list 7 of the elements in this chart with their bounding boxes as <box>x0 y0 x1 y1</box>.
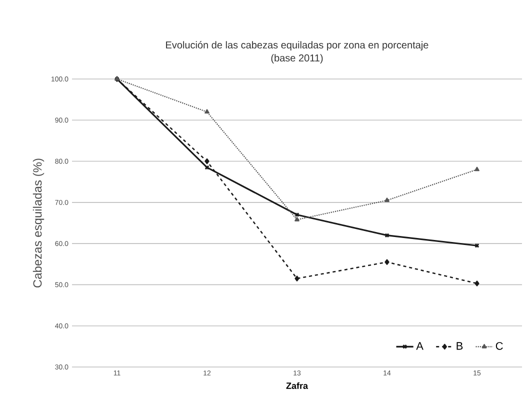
chart-subtitle: (base 2011) <box>271 54 323 64</box>
legend-label: B <box>456 342 463 350</box>
y-axis-title: Cabezas esquiladas (%) <box>32 158 44 288</box>
x-axis-title: Zafra <box>286 382 308 389</box>
legend-label: C <box>496 342 503 350</box>
chart-title: Evolución de las cabezas equiladas por zona en porcentaje <box>166 41 428 50</box>
legend-label: A <box>416 342 424 350</box>
